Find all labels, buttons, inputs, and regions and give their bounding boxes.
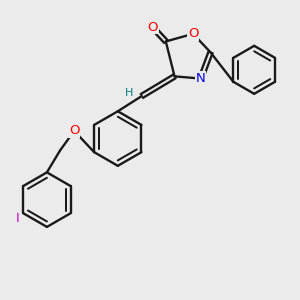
- Text: O: O: [148, 21, 158, 34]
- Text: I: I: [16, 212, 20, 225]
- Text: O: O: [188, 27, 198, 40]
- Text: H: H: [124, 88, 133, 98]
- Text: O: O: [69, 124, 80, 137]
- Text: N: N: [196, 72, 206, 85]
